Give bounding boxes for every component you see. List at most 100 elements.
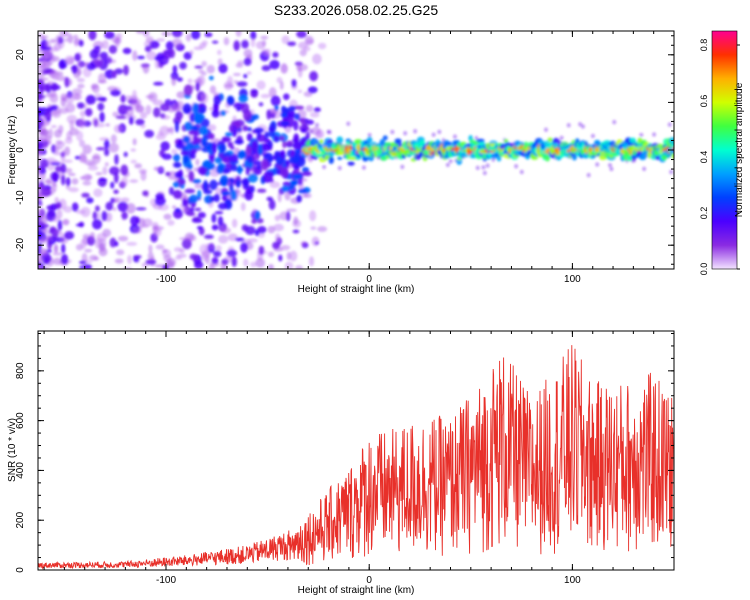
spectrogram-cell xyxy=(296,62,302,72)
spectrogram-cell xyxy=(431,132,436,137)
spectrogram-cell xyxy=(85,94,97,105)
spectrogram-cell xyxy=(608,163,612,168)
spectrogram-cell xyxy=(264,131,269,140)
spectrogram-cell xyxy=(65,177,71,187)
spectrogram-cell xyxy=(211,257,219,264)
spectrogram-cell xyxy=(229,183,234,193)
spectrogram-cell xyxy=(76,68,82,76)
spectrogram-cell xyxy=(281,105,287,113)
spectrogram-cell xyxy=(256,188,267,193)
spectrogram-cell xyxy=(123,64,129,76)
spectrogram-cell xyxy=(185,33,192,42)
spectrogram-cell xyxy=(337,156,343,161)
spectrogram-cell xyxy=(113,37,122,45)
spectrogram-cell xyxy=(169,126,175,135)
spectrogram-cell xyxy=(38,202,44,207)
spectrogram-cell xyxy=(289,250,298,262)
spectrogram-cell xyxy=(268,251,274,258)
spectrogram-cell xyxy=(544,155,551,162)
spectrogram-cell xyxy=(292,179,299,186)
spectrogram-cell xyxy=(226,95,234,105)
spectrogram-cell xyxy=(299,49,307,57)
spectrogram-cell xyxy=(55,35,62,45)
spectrogram-cell xyxy=(147,251,154,261)
spectrogram-cell xyxy=(174,256,182,260)
spectrogram-cell xyxy=(172,181,180,188)
spectrogram-cell xyxy=(162,249,168,254)
spectrogram-cell xyxy=(188,153,196,159)
spectrogram-cell xyxy=(102,39,109,50)
spectrogram-cell xyxy=(52,257,62,266)
spectrogram-cell xyxy=(226,75,234,87)
spectrogram-cell xyxy=(245,225,256,235)
spectrogram-cell xyxy=(163,213,172,220)
spectrogram-cell xyxy=(79,110,86,117)
spectrogram-cell xyxy=(231,218,238,228)
spectrogram-cell xyxy=(92,211,98,220)
spectrogram-cell xyxy=(173,247,183,252)
spectrogram-cell xyxy=(637,137,643,144)
spectrogram-cell xyxy=(448,159,453,164)
spectrogram-cell xyxy=(257,232,266,238)
spectrogram-cell xyxy=(476,138,485,143)
spectrogram-cell xyxy=(102,228,112,238)
spectrogram-cell xyxy=(293,120,299,131)
spectrogram-cell xyxy=(295,265,303,269)
spectrogram-cell xyxy=(483,170,487,175)
spectrogram-cell xyxy=(113,124,123,134)
spectrogram-cell xyxy=(163,50,172,60)
spectrogram-cell xyxy=(309,129,314,134)
spectrogram-cell xyxy=(300,241,307,246)
spectrogram-cell xyxy=(200,136,208,147)
spectrogram-cell xyxy=(108,44,118,54)
spectrogram-cell xyxy=(241,178,250,186)
snr-y-label: SNR (10 * v/v) xyxy=(7,418,18,482)
spectrogram-cell xyxy=(54,165,62,173)
spectrogram-cell xyxy=(313,107,321,113)
spectrogram-cell xyxy=(261,144,271,152)
spectrogram-cell xyxy=(60,253,69,265)
y-tick-label: -20 xyxy=(15,238,26,253)
spectrogram-cell xyxy=(269,181,281,189)
spectrogram-cell xyxy=(69,127,79,136)
spectrogram-cell xyxy=(40,226,46,230)
spectrogram-cell xyxy=(142,190,149,197)
spectrogram-cell xyxy=(254,210,260,221)
spectrogram-cell xyxy=(243,57,252,66)
spectrogram-cell xyxy=(219,174,229,187)
spectrogram-cell xyxy=(67,172,76,177)
spectrogram-cell xyxy=(250,261,257,268)
spectrogram-cell xyxy=(78,117,87,129)
spectrogram-cell xyxy=(38,197,42,203)
spectrogram-cell xyxy=(206,64,215,74)
spectrogram-cell xyxy=(293,113,301,120)
spectrogram-cell xyxy=(394,138,402,145)
spectrogram-cell xyxy=(245,145,252,156)
spectrogram-cell xyxy=(145,259,157,265)
spectrogram-cell xyxy=(301,128,307,133)
spectrogram-cell xyxy=(187,163,193,170)
spectrogram-blobs xyxy=(38,31,674,269)
spectrogram-cell xyxy=(218,202,228,210)
spectrogram-cell xyxy=(283,93,290,101)
spectrogram-cell xyxy=(308,256,315,267)
spectrogram-cell xyxy=(38,141,44,150)
spectrogram-cell xyxy=(203,160,212,169)
spectrogram-cell xyxy=(300,118,305,125)
spectrogram-cell xyxy=(671,152,674,159)
spectrogram-cell xyxy=(52,172,59,183)
spectrogram-cell xyxy=(185,142,194,151)
spectrogram-cell xyxy=(48,128,53,139)
spectrogram-cell xyxy=(135,31,145,34)
spectrogram-cell xyxy=(279,211,290,221)
spectrogram-cell xyxy=(52,252,63,256)
spectrogram-cell xyxy=(382,135,388,141)
spectrogram-cell xyxy=(315,123,319,128)
spectrogram-cell xyxy=(165,171,171,177)
spectrogram-cell xyxy=(280,120,290,127)
spectrogram-cell xyxy=(172,205,177,209)
spectrogram-cell xyxy=(281,35,290,45)
spectrogram-cell xyxy=(231,256,237,268)
spectrogram-cell xyxy=(200,71,207,76)
spectrogram-cell xyxy=(305,131,310,140)
